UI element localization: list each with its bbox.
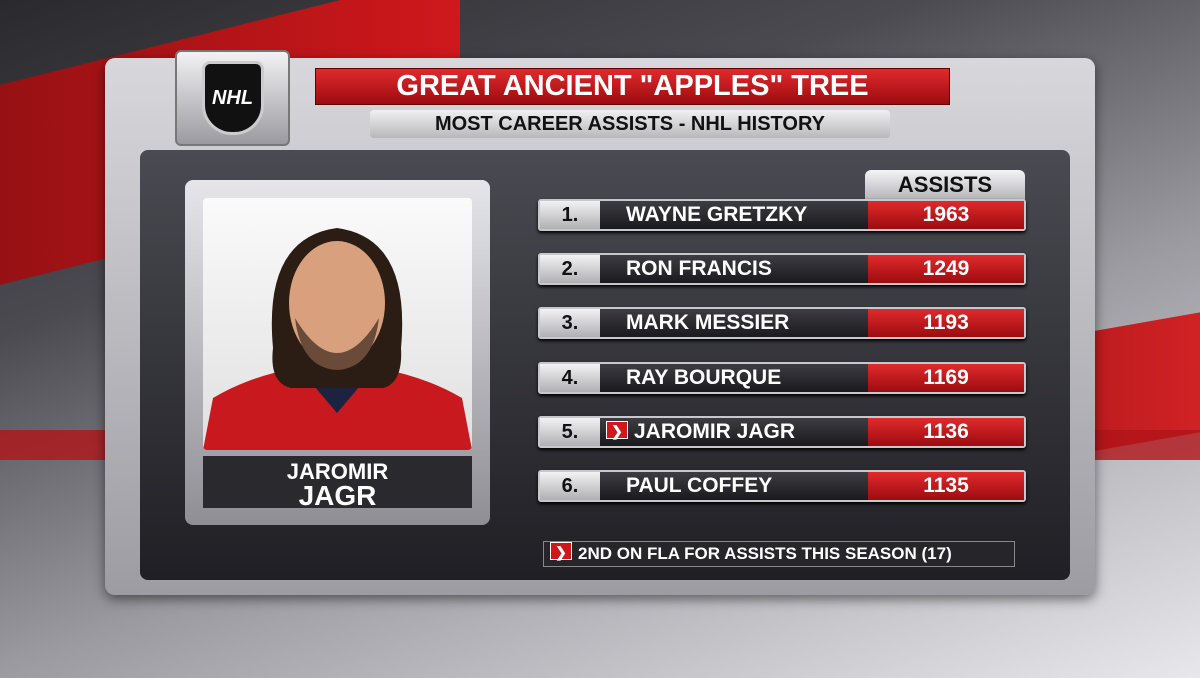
- table-row: 2. RON FRANCIS 1249: [538, 253, 1026, 285]
- rank: 4.: [540, 364, 600, 392]
- note: 2ND ON FLA FOR ASSISTS THIS SEASON (17): [578, 544, 952, 563]
- title: GREAT ANCIENT "APPLES" TREE: [315, 68, 950, 105]
- table-row: 5. ❯ JAROMIR JAGR 1136: [538, 416, 1026, 448]
- assists: 1963: [868, 201, 1024, 229]
- table-row: 1. WAYNE GRETZKY 1963: [538, 199, 1026, 231]
- assists: 1135: [868, 472, 1024, 500]
- logo-box: NHL: [175, 50, 290, 146]
- player-name: JAROMIR JAGR: [634, 420, 796, 443]
- player-photo: [203, 198, 472, 450]
- logo: NHL: [201, 61, 264, 135]
- nameplate: JAROMIR JAGR: [203, 456, 472, 511]
- player-name: PAUL COFFEY: [600, 472, 868, 500]
- player-name: MARK MESSIER: [600, 309, 868, 337]
- table-row: 6. PAUL COFFEY 1135: [538, 470, 1026, 502]
- table-row: 3. MARK MESSIER 1193: [538, 307, 1026, 339]
- rank: 5.: [540, 418, 600, 446]
- subtitle: MOST CAREER ASSISTS - NHL HISTORY: [370, 110, 890, 138]
- assists: 1249: [868, 255, 1024, 283]
- player-silhouette: [203, 228, 472, 450]
- player-frame: JAROMIR JAGR: [185, 180, 490, 525]
- rank: 2.: [540, 255, 600, 283]
- player-name: RAY BOURQUE: [600, 364, 868, 392]
- rank: 1.: [540, 201, 600, 229]
- rank: 6.: [540, 472, 600, 500]
- table-row: 4. RAY BOURQUE 1169: [538, 362, 1026, 394]
- note-box: ❯ 2ND ON FLA FOR ASSISTS THIS SEASON (17): [543, 541, 1015, 567]
- highlight-arrow: ❯: [606, 421, 628, 439]
- assists: 1136: [868, 418, 1024, 446]
- last-name: JAGR: [298, 480, 377, 511]
- rank: 3.: [540, 309, 600, 337]
- column-header: ASSISTS: [865, 170, 1025, 200]
- note-arrow: ❯: [550, 542, 572, 560]
- player-name: WAYNE GRETZKY: [600, 201, 868, 229]
- assists: 1169: [868, 364, 1024, 392]
- player-name: RON FRANCIS: [600, 255, 868, 283]
- assists: 1193: [868, 309, 1024, 337]
- player-name-cell: ❯ JAROMIR JAGR: [600, 418, 868, 446]
- first-name: JAROMIR: [286, 459, 389, 484]
